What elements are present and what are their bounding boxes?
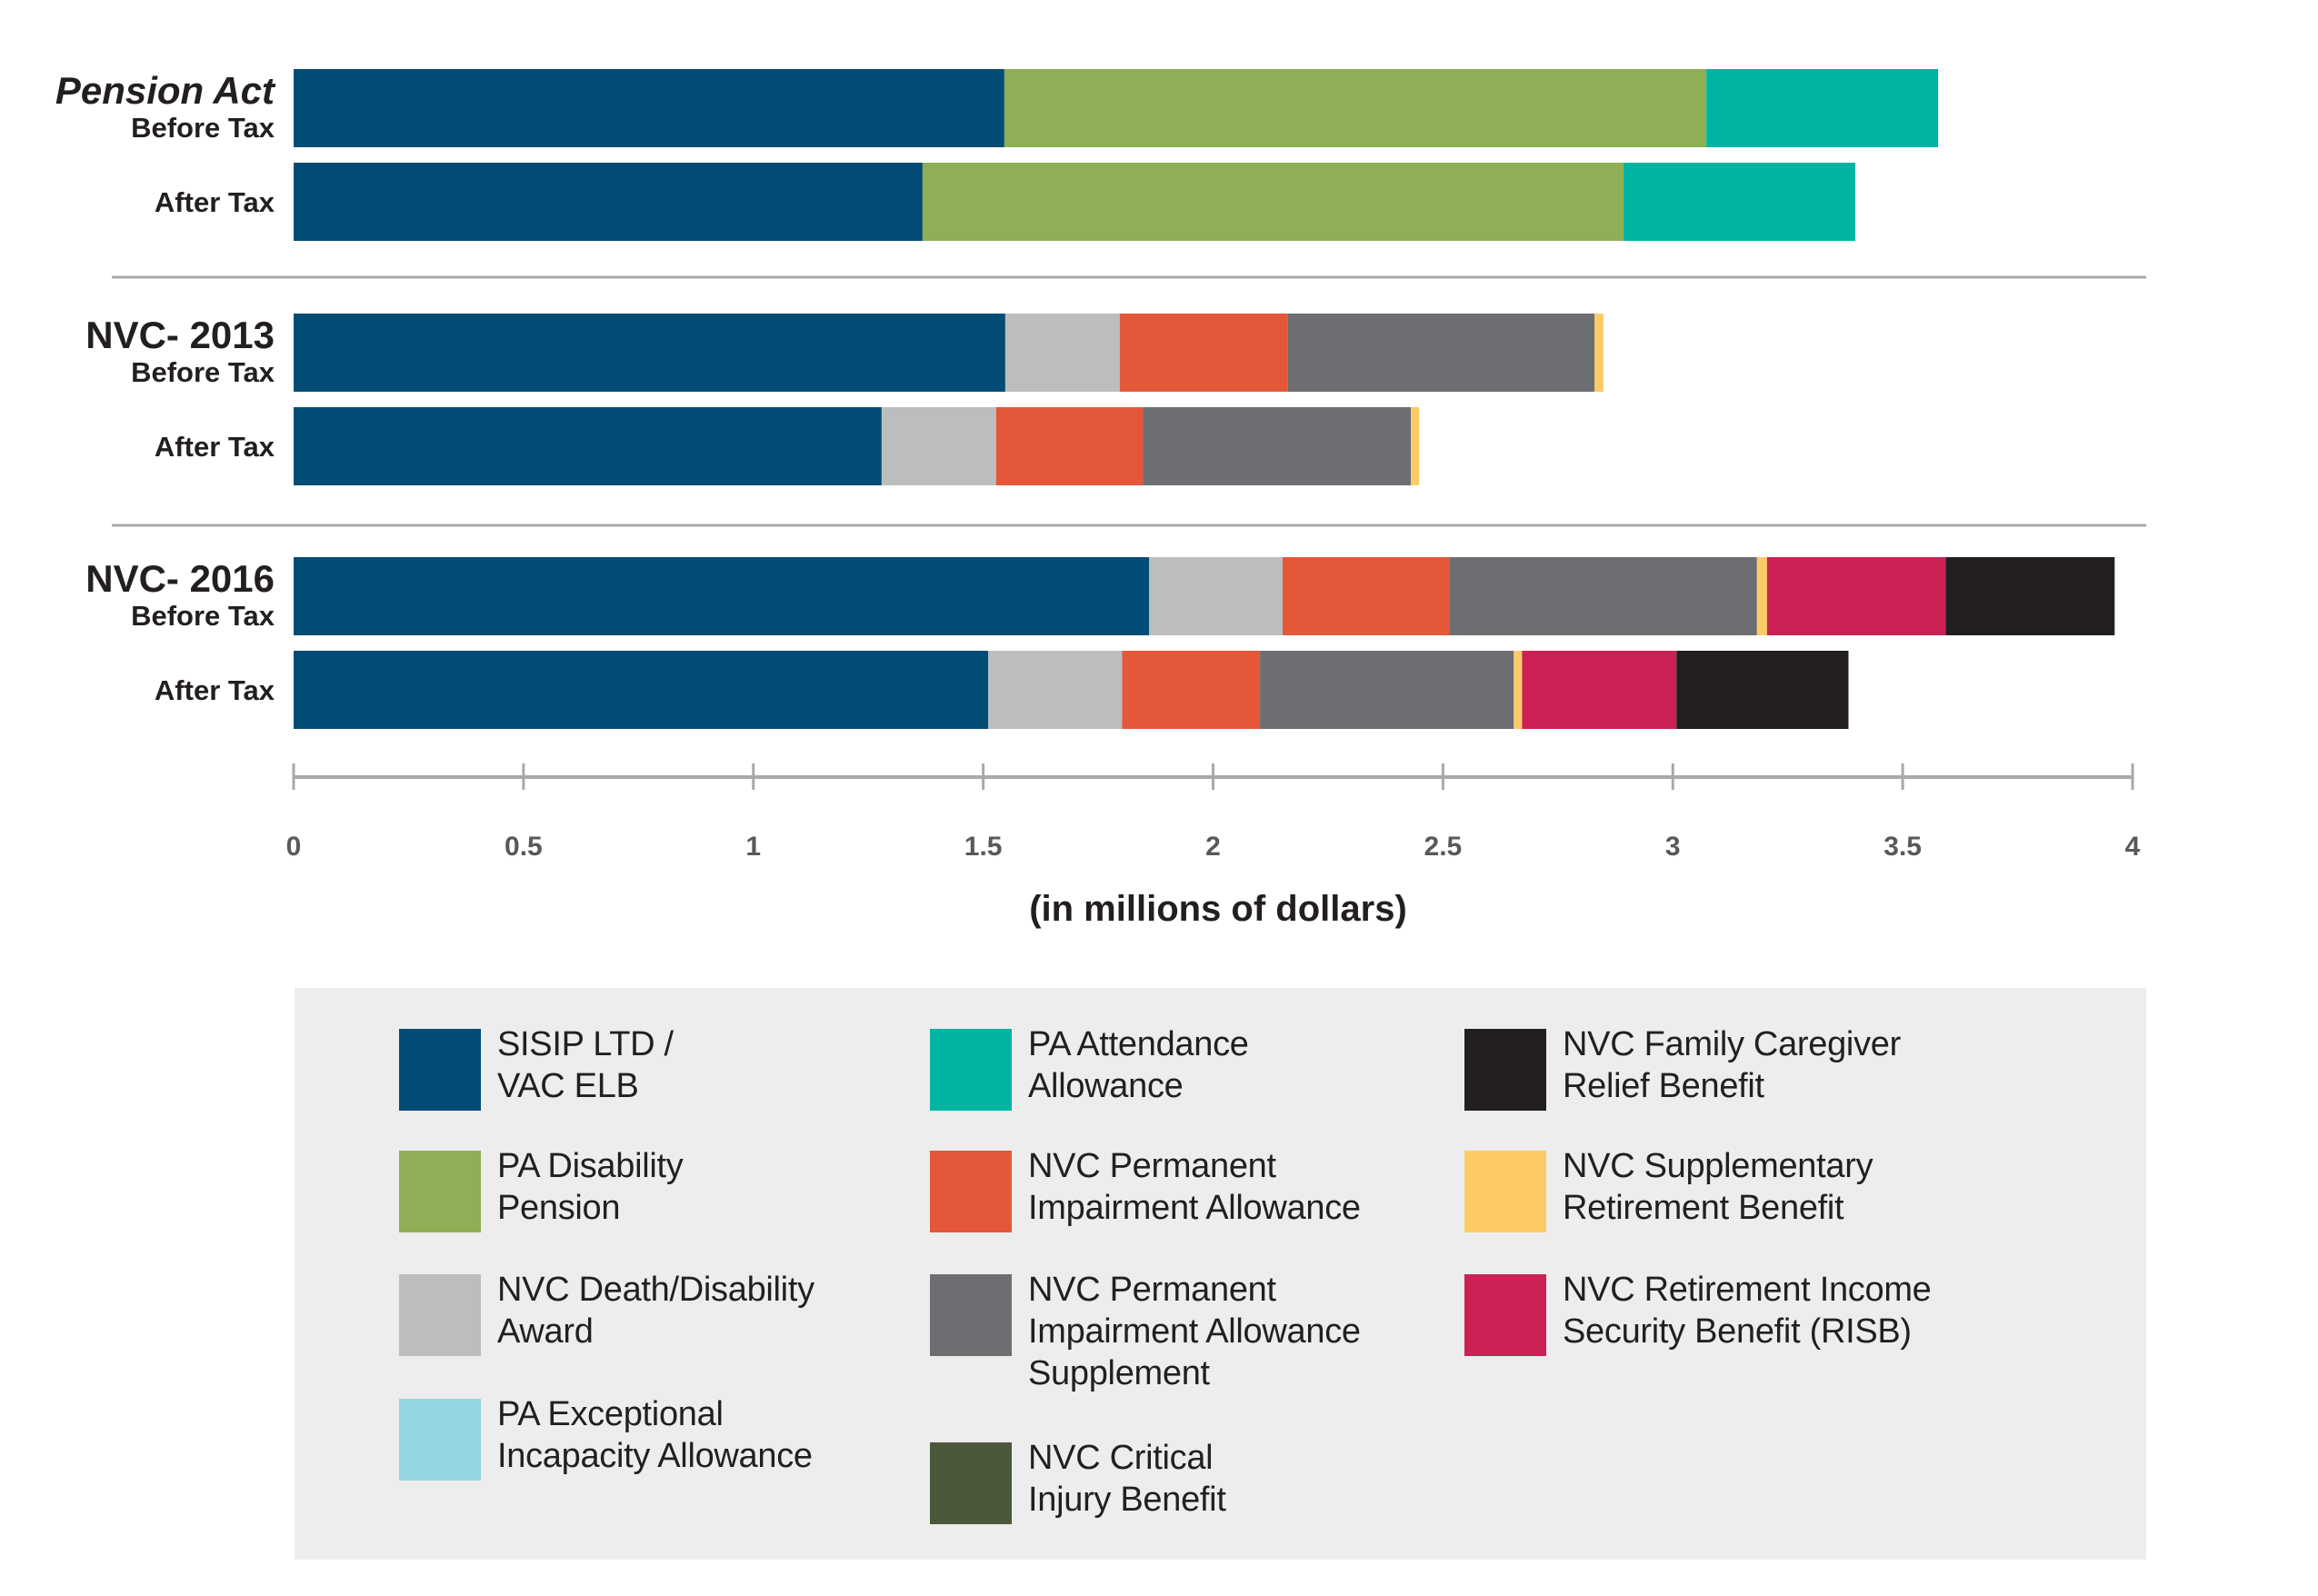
- bar-segment-sisip: [294, 163, 923, 241]
- x-tick-label: 2: [1205, 832, 1221, 862]
- bar-segment-nvc-death: [988, 651, 1123, 729]
- bar-segment-nvc-pia: [995, 407, 1144, 485]
- x-tick-label: 3.5: [1883, 832, 1922, 862]
- row-label: After Tax: [155, 186, 275, 218]
- x-tick-label: 0: [286, 832, 302, 862]
- row-label: After Tax: [155, 431, 275, 463]
- legend-label: NVC Critical Injury Benefit: [1028, 1439, 1226, 1519]
- bar-segment-nvc-srb: [1756, 557, 1767, 635]
- x-tick-label: 1: [745, 832, 761, 862]
- legend-label: NVC Retirement Income Security Benefit (…: [1563, 1271, 1932, 1351]
- group-separators: [112, 275, 2146, 527]
- legend-swatch: [399, 1029, 481, 1111]
- row-label: After Tax: [155, 674, 275, 706]
- legend-item-nvc-pia: NVC Permanent Impairment Allowance: [930, 1147, 1361, 1232]
- bar-segment-sisip: [294, 651, 989, 729]
- legend-swatch: [1464, 1029, 1546, 1111]
- bar-segment-nvc-srb: [1411, 407, 1420, 485]
- bar-segment-sisip: [294, 557, 1150, 635]
- legend-item-pa-attendance: PA Attendance Allowance: [930, 1025, 1249, 1111]
- legend-item-pa-disability: PA Disability Pension: [399, 1147, 684, 1232]
- bar-segment-nvc-risb: [1766, 557, 1946, 635]
- bar-segment-pa-attendance: [1624, 163, 1855, 241]
- bar-segment-nvc-pias: [1260, 651, 1514, 729]
- legend-item-nvc-cib: NVC Critical Injury Benefit: [930, 1439, 1226, 1524]
- bar-segment-sisip: [294, 69, 1004, 147]
- legend: SISIP LTD / VAC ELB PA Disability Pension…: [295, 988, 2146, 1560]
- legend-item-nvc-death: NVC Death/Disability Award: [399, 1271, 814, 1356]
- group-label: NVC- 2013: [85, 314, 275, 356]
- bar-segment-sisip: [294, 314, 1005, 392]
- legend-item-nvc-srb: NVC Supplementary Retirement Benefit: [1464, 1147, 1873, 1232]
- group-separator: [112, 275, 2146, 279]
- bar-segment-nvc-fcrb: [1945, 557, 2115, 635]
- bar-segment-nvc-srb: [1514, 651, 1523, 729]
- legend-label: PA Disability Pension: [497, 1147, 684, 1227]
- legend-swatch: [399, 1274, 481, 1356]
- x-axis: 0 0.5 1 1.5 2 2.5 3 3.5 4: [286, 763, 2141, 862]
- x-tick-label: 2.5: [1424, 832, 1463, 862]
- legend-swatch: [930, 1274, 1012, 1356]
- legend-label: PA Exceptional Incapacity Allowance: [497, 1395, 813, 1475]
- bar-segment-nvc-srb: [1594, 314, 1604, 392]
- bar-segment-nvc-risb: [1522, 651, 1677, 729]
- bar-segment-pa-disability: [1004, 69, 1707, 147]
- legend-label: SISIP LTD / VAC ELB: [497, 1025, 674, 1105]
- x-tick-label: 0.5: [505, 832, 543, 862]
- bar-segment-nvc-pias: [1143, 407, 1411, 485]
- group-label: NVC- 2016: [85, 557, 275, 600]
- legend-label: NVC Death/Disability Award: [497, 1271, 814, 1351]
- row-label: Before Tax: [131, 356, 275, 388]
- legend-swatch: [1464, 1151, 1546, 1232]
- x-tick-label: 1.5: [964, 832, 1003, 862]
- legend-label: NVC Permanent Impairment Allowance Suppl…: [1028, 1271, 1361, 1392]
- x-tick-label: 3: [1665, 832, 1681, 862]
- legend-item-nvc-pias: NVC Permanent Impairment Allowance Suppl…: [930, 1271, 1361, 1394]
- bar-segment-nvc-pias: [1450, 557, 1757, 635]
- legend-item-nvc-risb: NVC Retirement Income Security Benefit (…: [1464, 1271, 1932, 1356]
- bar-segment-pa-attendance: [1706, 69, 1939, 147]
- x-axis-title: (in millions of dollars): [1029, 889, 1407, 929]
- group-label: Pension Act: [55, 69, 276, 112]
- bar-segment-nvc-pia: [1119, 314, 1288, 392]
- bar-segment-nvc-pias: [1287, 314, 1595, 392]
- bar-segment-sisip: [294, 407, 882, 485]
- legend-swatch: [930, 1442, 1012, 1524]
- group-separator: [112, 524, 2146, 527]
- bar-segment-pa-disability: [922, 163, 1624, 241]
- bar-segment-nvc-fcrb: [1676, 651, 1849, 729]
- legend-item-nvc-fcrb: NVC Family Caregiver Relief Benefit: [1464, 1025, 1901, 1111]
- x-tick-label: 4: [2125, 832, 2141, 862]
- legend-label: NVC Supplementary Retirement Benefit: [1563, 1147, 1873, 1227]
- bar-segment-nvc-death: [881, 407, 996, 485]
- legend-label: NVC Permanent Impairment Allowance: [1028, 1147, 1361, 1227]
- row-label: Before Tax: [131, 600, 275, 632]
- legend-label: NVC Family Caregiver Relief Benefit: [1563, 1025, 1901, 1105]
- legend-swatch: [399, 1151, 481, 1232]
- legend-label: PA Attendance Allowance: [1028, 1025, 1249, 1105]
- legend-item-pa-eia: PA Exceptional Incapacity Allowance: [399, 1395, 813, 1481]
- bars-layer: [294, 69, 2115, 729]
- legend-swatch: [399, 1399, 481, 1481]
- row-label: Before Tax: [131, 112, 275, 144]
- legend-swatch: [1464, 1274, 1546, 1356]
- bar-segment-nvc-death: [1004, 314, 1120, 392]
- legend-item-sisip: SISIP LTD / VAC ELB: [399, 1025, 674, 1111]
- legend-swatch: [930, 1151, 1012, 1232]
- bar-segment-nvc-death: [1149, 557, 1283, 635]
- legend-swatch: [930, 1029, 1012, 1111]
- bar-segment-nvc-pia: [1282, 557, 1450, 635]
- bar-segment-nvc-pia: [1122, 651, 1261, 729]
